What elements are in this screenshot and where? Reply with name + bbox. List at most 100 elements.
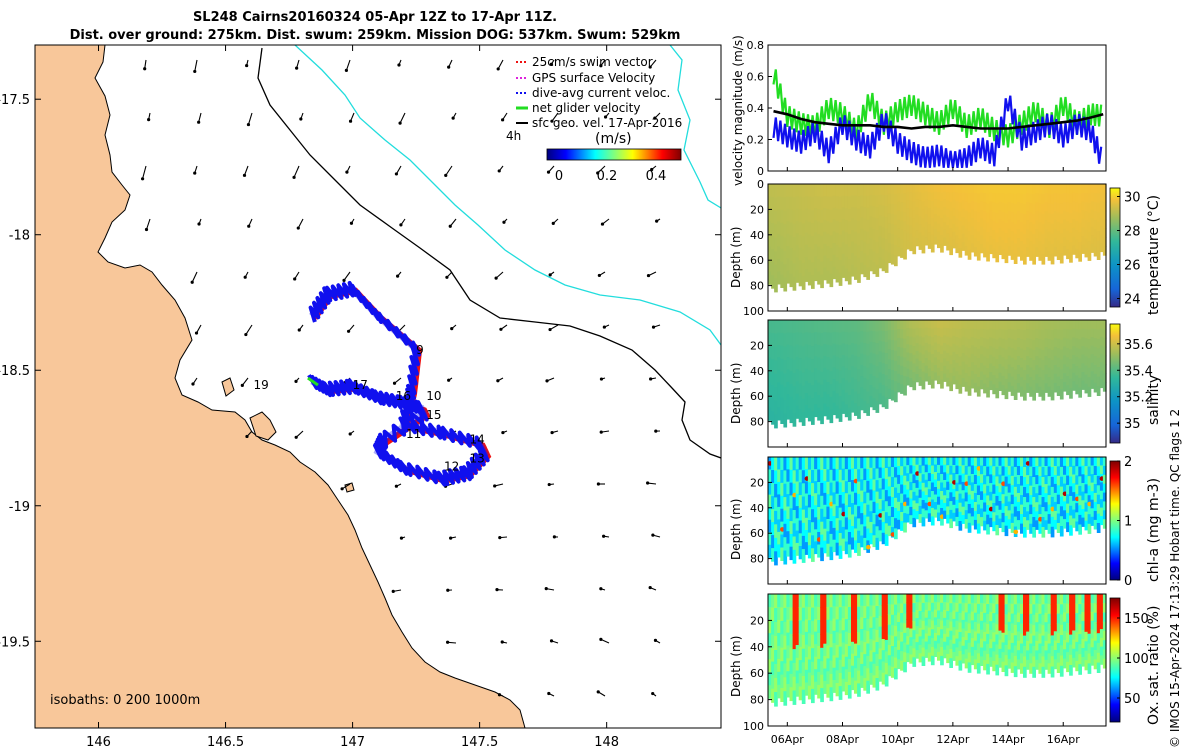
salinity-cell xyxy=(869,341,874,354)
oxygen-cell xyxy=(943,602,947,611)
chlorophyll-cell xyxy=(1004,476,1009,487)
chlorophyll-ytick-label: 20 xyxy=(750,476,764,489)
chlorophyll-cell xyxy=(918,473,923,483)
oxygen-cell xyxy=(777,619,781,634)
salinity-cell xyxy=(967,385,972,396)
oxygen-cell xyxy=(961,619,966,630)
salinity-cell xyxy=(912,354,917,365)
chlorophyll-cell xyxy=(807,469,812,483)
temperature-cell xyxy=(792,263,797,278)
chlorophyll-cell xyxy=(992,484,996,495)
chlorophyll-cell xyxy=(918,489,923,499)
salinity-cell xyxy=(921,354,926,364)
chlorophyll-cell xyxy=(927,489,932,498)
oxygen-cell xyxy=(1004,645,1009,656)
oxygen-cell xyxy=(894,625,898,637)
chlorophyll-cell xyxy=(811,509,815,523)
oxygen-cell xyxy=(835,657,840,671)
oxygen-cell xyxy=(1050,635,1055,647)
salinity-cell xyxy=(998,320,1003,330)
chlorophyll-cell xyxy=(915,480,920,489)
temperature-cell xyxy=(798,247,803,261)
oxygen-cell xyxy=(777,607,781,621)
temperature-cell xyxy=(786,184,791,197)
oxygen-cell xyxy=(937,635,941,645)
chlorophyll-cell xyxy=(1075,484,1079,495)
salinity-cell xyxy=(1072,320,1076,330)
temperature-cell xyxy=(807,247,812,261)
chlorophyll-cell xyxy=(857,469,861,483)
chlorophyll-cell xyxy=(878,457,883,469)
oxygen-cell xyxy=(924,633,929,642)
salinity-cell xyxy=(872,398,877,411)
chlorophyll-cell xyxy=(875,537,880,550)
chlorophyll-cell xyxy=(943,510,947,519)
chlorophyll-cell xyxy=(955,516,960,527)
chlorophyll-cell xyxy=(1023,497,1027,508)
salinity-cell xyxy=(903,376,907,387)
chlorophyll-cell xyxy=(795,542,800,556)
salinity-cell xyxy=(847,357,852,371)
chlorophyll-cell xyxy=(946,489,950,499)
oxygen-cell xyxy=(989,603,993,613)
oxygen-cell xyxy=(940,629,944,639)
salinity-cell xyxy=(804,344,809,358)
temperature-cell xyxy=(921,227,926,237)
oxygen-cell xyxy=(1081,612,1086,622)
chlorophyll-cell xyxy=(921,517,926,527)
chlorophyll-cell xyxy=(930,457,935,467)
salinity-cell xyxy=(884,342,889,354)
chlorophyll-cell xyxy=(1007,510,1012,520)
oxygen-cell xyxy=(841,594,846,607)
chlorophyll-cell xyxy=(811,470,815,484)
chlorophyll-cell xyxy=(906,513,910,523)
temperature-cell xyxy=(1078,193,1082,204)
oxygen-cell xyxy=(841,654,846,668)
salinity-cell xyxy=(869,320,874,332)
geo-velocity-arrow xyxy=(653,112,661,120)
velocity-ytick-label: 0.6 xyxy=(747,71,765,84)
temperature-cell xyxy=(878,194,883,206)
temperature-cell xyxy=(915,207,920,216)
chlorophyll-cell xyxy=(792,549,797,564)
salinity-cell xyxy=(1066,338,1070,349)
chlorophyll-cell xyxy=(958,484,963,495)
temperature-cell xyxy=(838,234,843,248)
salinity-cell xyxy=(777,369,781,383)
chlorophyll-cell xyxy=(777,482,781,496)
oxygen-cell xyxy=(1075,603,1079,614)
chlorophyll-cell xyxy=(1078,476,1082,487)
oxygen-cell xyxy=(980,638,984,649)
oxygen-cell xyxy=(875,618,880,631)
salinity-cell xyxy=(851,354,855,367)
oxygen-cell xyxy=(989,621,993,631)
chlorophyll-cell xyxy=(1099,482,1104,492)
oxygen-cell xyxy=(1038,653,1043,664)
oxygen-cell xyxy=(860,652,864,665)
chlorophyll-cell xyxy=(792,483,797,498)
salinity-cell xyxy=(1029,377,1033,388)
salinity-cell xyxy=(995,368,1000,379)
chlorophyll-cell xyxy=(1096,485,1101,496)
salinity-cell xyxy=(890,340,895,351)
salinity-cell xyxy=(881,341,886,353)
chlorophyll-cell xyxy=(820,469,824,484)
oxygen-cell xyxy=(995,594,1000,605)
chlorophyll-cell xyxy=(851,468,855,481)
oxygen-cell xyxy=(964,594,969,604)
temperature-cell xyxy=(952,223,957,233)
temperature-cell xyxy=(774,224,778,239)
temperature-cell xyxy=(1023,244,1027,255)
oxygen-cell xyxy=(878,637,883,649)
temperature-ytick-label: 60 xyxy=(750,254,764,267)
chlorophyll-cell xyxy=(1013,496,1018,508)
chlorophyll-cell xyxy=(777,506,781,520)
chlorophyll-cell xyxy=(801,522,806,537)
oxygen-cell xyxy=(844,631,849,645)
temperature-cell xyxy=(881,205,886,217)
temperature-cell xyxy=(983,247,987,258)
salinity-cell xyxy=(1081,328,1086,338)
oxygen-cell xyxy=(814,669,818,683)
chlorophyll-cell xyxy=(1053,519,1058,530)
oxygen-cell xyxy=(1035,594,1039,604)
